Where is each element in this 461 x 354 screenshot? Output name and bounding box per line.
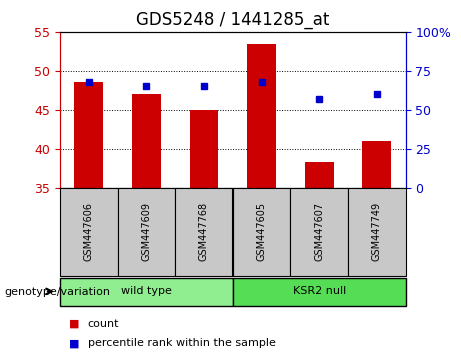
Text: count: count bbox=[88, 319, 119, 329]
Bar bbox=[305, 162, 334, 188]
Text: ■: ■ bbox=[69, 319, 80, 329]
Text: GSM447768: GSM447768 bbox=[199, 202, 209, 262]
Bar bbox=[74, 82, 103, 188]
Bar bbox=[60, 188, 118, 276]
Bar bbox=[233, 188, 290, 276]
Text: genotype/variation: genotype/variation bbox=[5, 287, 111, 297]
Bar bbox=[132, 94, 161, 188]
Bar bbox=[362, 141, 391, 188]
Bar bbox=[189, 110, 219, 188]
Text: wild type: wild type bbox=[121, 286, 172, 296]
Text: GSM447606: GSM447606 bbox=[84, 202, 94, 261]
Text: percentile rank within the sample: percentile rank within the sample bbox=[88, 338, 276, 348]
Bar bbox=[233, 278, 406, 306]
Bar bbox=[290, 188, 348, 276]
Bar bbox=[118, 188, 175, 276]
Bar bbox=[60, 278, 233, 306]
Text: GSM447607: GSM447607 bbox=[314, 202, 324, 262]
Bar bbox=[348, 188, 406, 276]
Text: GSM447749: GSM447749 bbox=[372, 202, 382, 262]
Title: GDS5248 / 1441285_at: GDS5248 / 1441285_at bbox=[136, 11, 330, 29]
Bar bbox=[175, 188, 233, 276]
Text: ■: ■ bbox=[69, 338, 80, 348]
Bar bbox=[247, 44, 276, 188]
Text: GSM447609: GSM447609 bbox=[142, 202, 151, 261]
Text: KSR2 null: KSR2 null bbox=[293, 286, 346, 296]
Text: GSM447605: GSM447605 bbox=[257, 202, 266, 262]
